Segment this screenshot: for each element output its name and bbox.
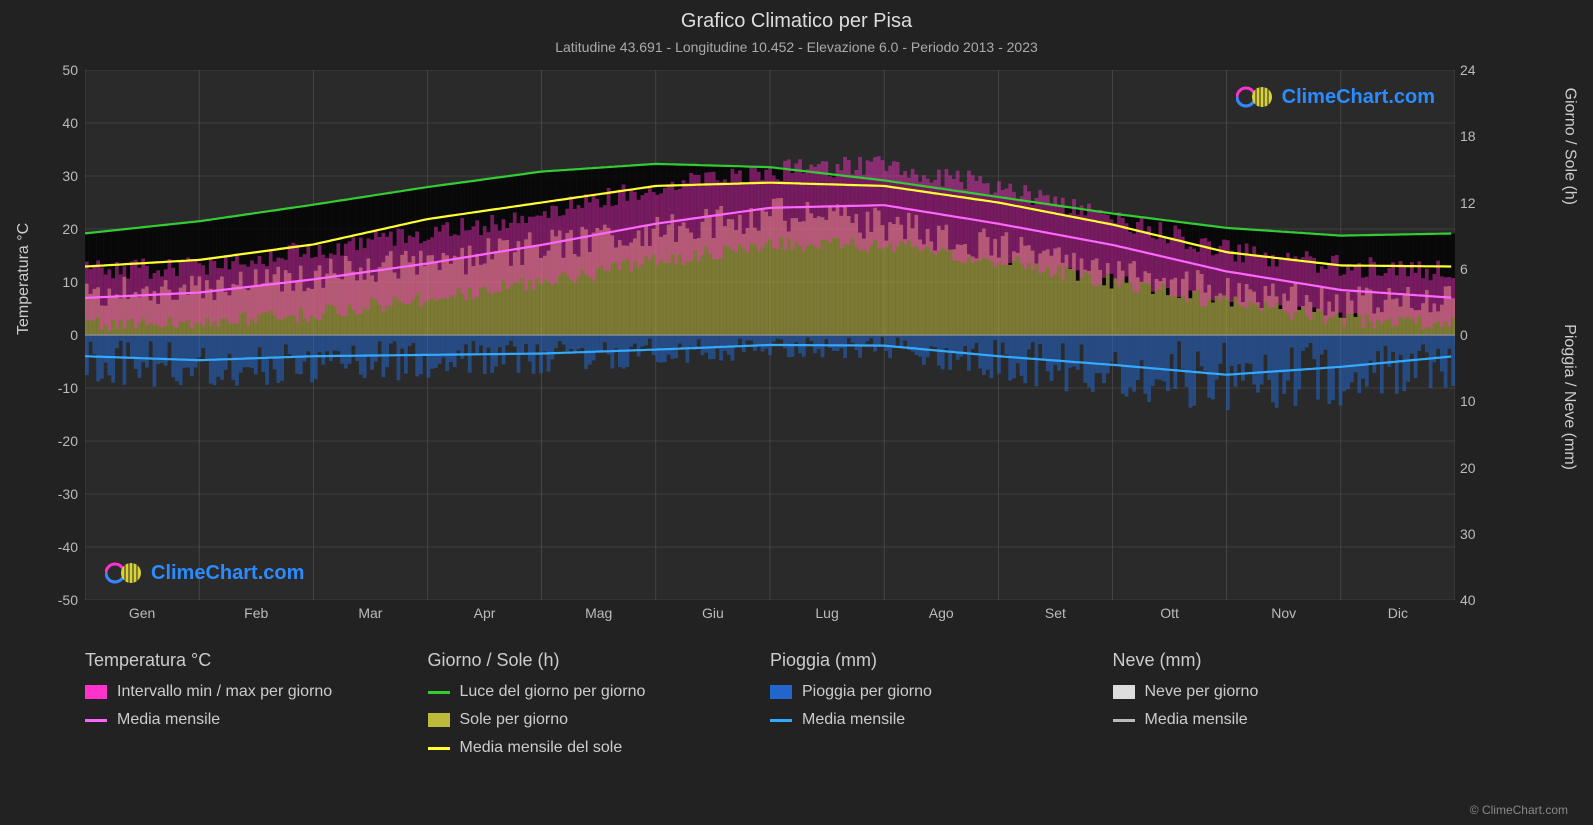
y-tick-left: -20 <box>38 433 78 449</box>
legend-col-sun: Giorno / Sole (h) Luce del giorno per gi… <box>428 640 771 767</box>
x-tick-month: Lug <box>770 605 884 621</box>
legend-label: Luce del giorno per giorno <box>460 683 646 701</box>
x-tick-month: Mar <box>313 605 427 621</box>
y-tick-left: -10 <box>38 380 78 396</box>
swatch-daylight <box>428 691 450 694</box>
y-tick-left: 20 <box>38 221 78 237</box>
y-tick-right-hours: 18 <box>1460 128 1500 144</box>
legend-item-rain-mean: Media mensile <box>770 711 1093 729</box>
y-tick-right-hours: 0 <box>1460 327 1500 343</box>
y-tick-right-hours: 6 <box>1460 261 1500 277</box>
legend-label: Media mensile del sole <box>460 739 623 757</box>
swatch-rain-mean <box>770 719 792 722</box>
x-tick-month: Gen <box>85 605 199 621</box>
legend-heading-snow: Neve (mm) <box>1113 650 1436 671</box>
chart-subtitle: Latitudine 43.691 - Longitudine 10.452 -… <box>0 33 1593 55</box>
swatch-snow-daily <box>1113 685 1135 699</box>
copyright: © ClimeChart.com <box>1470 803 1568 817</box>
y-tick-left: 30 <box>38 168 78 184</box>
swatch-temp-range <box>85 685 107 699</box>
swatch-temp-mean <box>85 719 107 722</box>
legend-item-rain-daily: Pioggia per giorno <box>770 683 1093 701</box>
y-tick-right-mm: 20 <box>1460 460 1500 476</box>
legend-heading-sun: Giorno / Sole (h) <box>428 650 751 671</box>
y-tick-left: -50 <box>38 592 78 608</box>
legend-heading-rain: Pioggia (mm) <box>770 650 1093 671</box>
legend-item-temp-mean: Media mensile <box>85 711 408 729</box>
chart-container: Grafico Climatico per Pisa Latitudine 43… <box>0 0 1593 825</box>
legend-item-temp-range: Intervallo min / max per giorno <box>85 683 408 701</box>
y-tick-right-hours: 12 <box>1460 195 1500 211</box>
legend-col-temp: Temperatura °C Intervallo min / max per … <box>85 640 428 767</box>
x-tick-month: Ott <box>1113 605 1227 621</box>
watermark-logo-icon <box>1236 85 1276 109</box>
legend-label: Intervallo min / max per giorno <box>117 683 332 701</box>
x-tick-month: Nov <box>1227 605 1341 621</box>
legend-label: Media mensile <box>1145 711 1248 729</box>
x-tick-month: Giu <box>656 605 770 621</box>
legend-label: Pioggia per giorno <box>802 683 932 701</box>
x-tick-month: Feb <box>199 605 313 621</box>
legend-heading-temp: Temperatura °C <box>85 650 408 671</box>
y-tick-left: 40 <box>38 115 78 131</box>
watermark-bottom: ClimeChart.com <box>105 561 304 585</box>
legend-item-sun-daily: Sole per giorno <box>428 711 751 729</box>
watermark-top: ClimeChart.com <box>1236 85 1435 109</box>
y-axis-right-bottom-label: Pioggia / Neve (mm) <box>1560 324 1578 470</box>
x-tick-month: Set <box>998 605 1112 621</box>
swatch-sun-mean <box>428 747 450 750</box>
y-tick-right-mm: 30 <box>1460 526 1500 542</box>
x-tick-month: Apr <box>428 605 542 621</box>
legend-col-rain: Pioggia (mm) Pioggia per giorno Media me… <box>770 640 1113 767</box>
plot-svg <box>85 70 1455 600</box>
swatch-rain-daily <box>770 685 792 699</box>
x-tick-month: Mag <box>542 605 656 621</box>
x-tick-month: Dic <box>1341 605 1455 621</box>
legend-label: Media mensile <box>117 711 220 729</box>
legend-item-daylight: Luce del giorno per giorno <box>428 683 751 701</box>
y-tick-left: 10 <box>38 274 78 290</box>
y-axis-left-label: Temperatura °C <box>15 223 33 335</box>
y-tick-left: 0 <box>38 327 78 343</box>
chart-title: Grafico Climatico per Pisa <box>0 0 1593 33</box>
y-tick-right-hours: 24 <box>1460 62 1500 78</box>
legend-label: Neve per giorno <box>1145 683 1259 701</box>
y-tick-right-mm: 40 <box>1460 592 1500 608</box>
legend-item-sun-mean: Media mensile del sole <box>428 739 751 757</box>
y-tick-left: 50 <box>38 62 78 78</box>
watermark-text: ClimeChart.com <box>1282 86 1435 109</box>
legend: Temperatura °C Intervallo min / max per … <box>85 640 1455 767</box>
x-tick-month: Ago <box>884 605 998 621</box>
legend-label: Sole per giorno <box>460 711 569 729</box>
legend-item-snow-mean: Media mensile <box>1113 711 1436 729</box>
y-tick-right-mm: 10 <box>1460 393 1500 409</box>
watermark-text: ClimeChart.com <box>151 562 304 585</box>
legend-item-snow-daily: Neve per giorno <box>1113 683 1436 701</box>
y-tick-left: -30 <box>38 486 78 502</box>
watermark-logo-icon <box>105 561 145 585</box>
y-tick-left: -40 <box>38 539 78 555</box>
plot-area: ClimeChart.com ClimeChart.com <box>85 70 1455 600</box>
legend-col-snow: Neve (mm) Neve per giorno Media mensile <box>1113 640 1456 767</box>
legend-label: Media mensile <box>802 711 905 729</box>
swatch-snow-mean <box>1113 719 1135 722</box>
y-axis-right-top-label: Giorno / Sole (h) <box>1560 88 1578 205</box>
swatch-sun-daily <box>428 713 450 727</box>
